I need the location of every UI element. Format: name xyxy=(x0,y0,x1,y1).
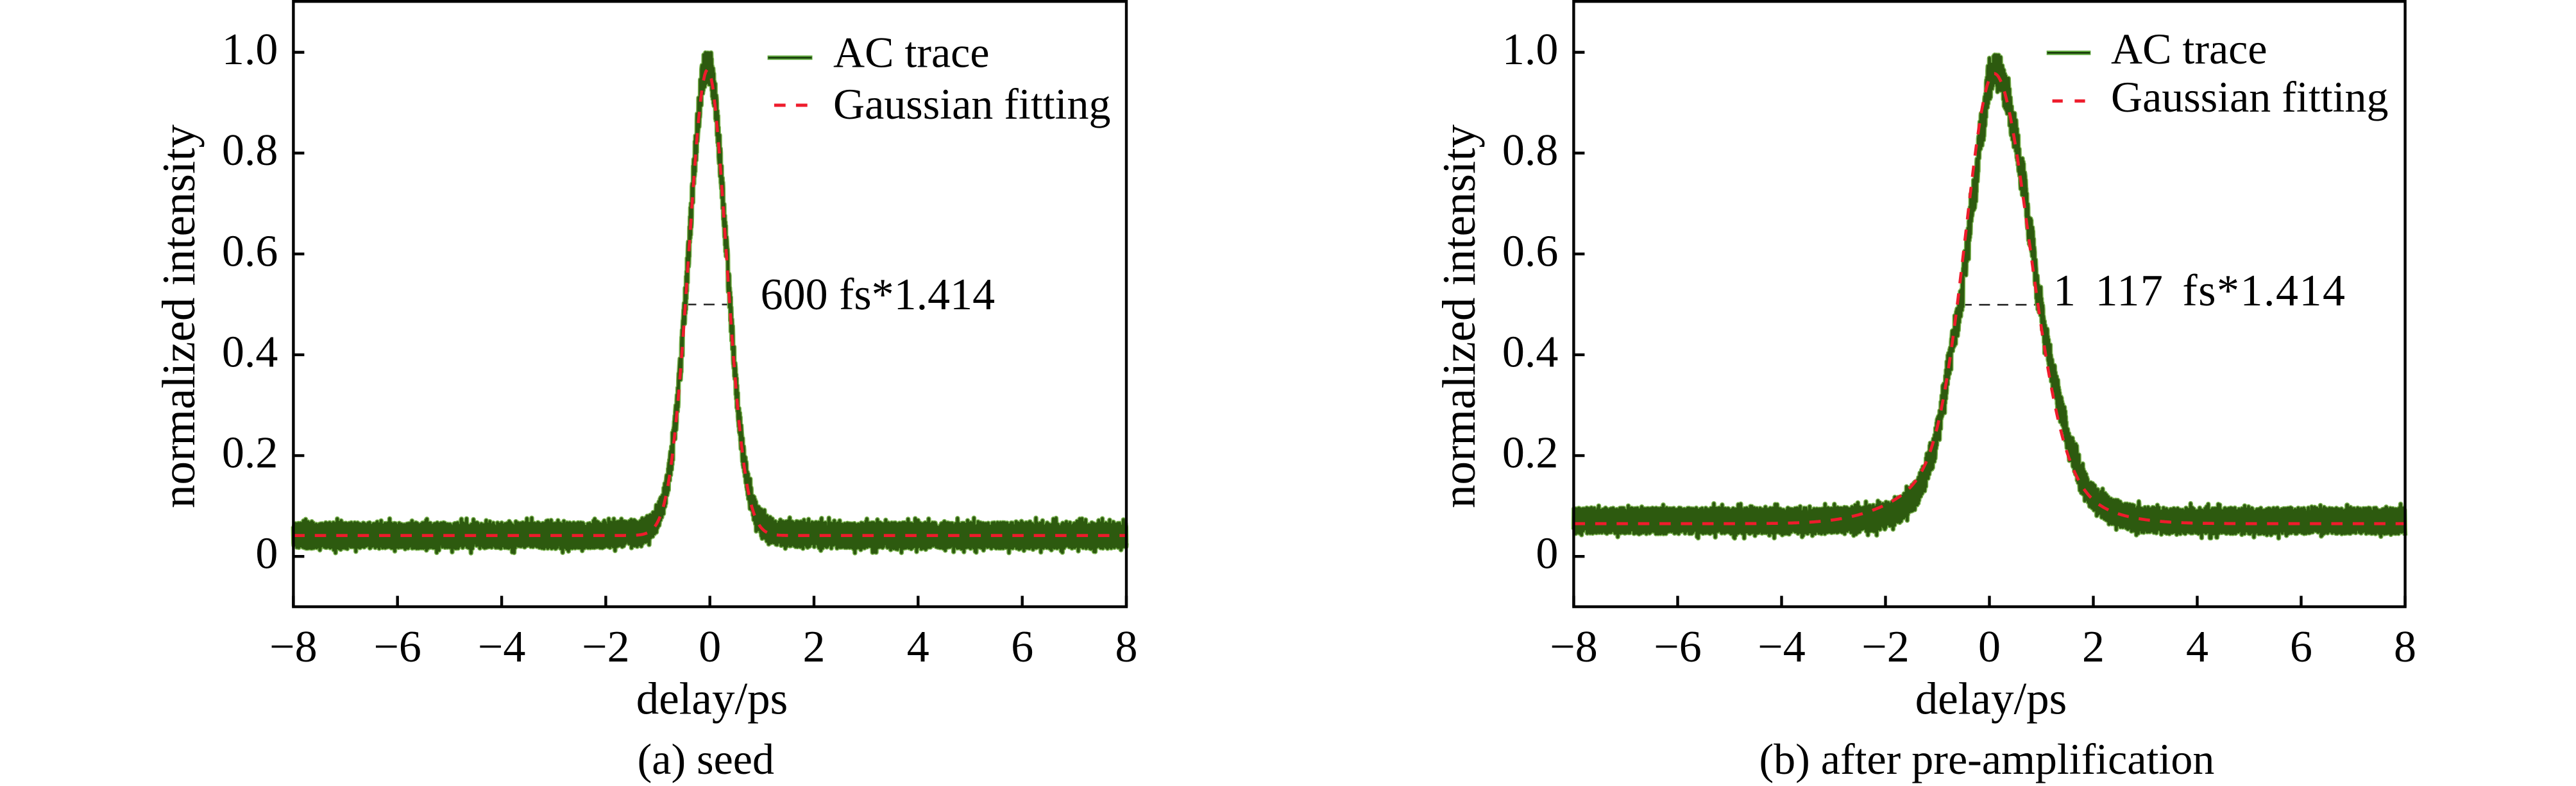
svg-text:0.2: 0.2 xyxy=(1502,429,1559,478)
svg-text:−2: −2 xyxy=(1861,622,1909,672)
svg-text:8: 8 xyxy=(2394,622,2416,672)
svg-text:Gaussian fitting: Gaussian fitting xyxy=(2111,73,2389,121)
svg-text:0.8: 0.8 xyxy=(222,126,278,175)
svg-text:−6: −6 xyxy=(373,622,421,672)
svg-text:−2: −2 xyxy=(582,622,629,672)
svg-text:Gaussian fitting: Gaussian fitting xyxy=(833,80,1111,128)
svg-text:0: 0 xyxy=(699,622,721,672)
svg-text:1.0: 1.0 xyxy=(222,25,278,74)
svg-text:delay/ps: delay/ps xyxy=(1915,674,2067,724)
svg-text:normalized intensity: normalized intensity xyxy=(1433,124,1485,508)
svg-text:1 117 fs*1.414: 1 117 fs*1.414 xyxy=(2053,266,2346,316)
svg-text:−4: −4 xyxy=(478,622,525,672)
svg-text:2: 2 xyxy=(803,622,826,672)
svg-text:AC trace: AC trace xyxy=(833,28,990,77)
svg-text:4: 4 xyxy=(2186,622,2208,672)
svg-text:8: 8 xyxy=(1115,622,1138,672)
svg-text:0.6: 0.6 xyxy=(1502,226,1559,276)
svg-text:−4: −4 xyxy=(1758,622,1805,672)
svg-text:0: 0 xyxy=(1536,529,1558,579)
svg-text:2: 2 xyxy=(2082,622,2105,672)
svg-text:0: 0 xyxy=(1978,622,2001,672)
svg-text:4: 4 xyxy=(907,622,929,672)
svg-text:0: 0 xyxy=(255,529,278,579)
svg-text:0.8: 0.8 xyxy=(1502,126,1559,175)
svg-text:0.6: 0.6 xyxy=(222,226,278,276)
svg-text:−6: −6 xyxy=(1654,622,1701,672)
svg-text:6: 6 xyxy=(1011,622,1033,672)
svg-text:0.2: 0.2 xyxy=(222,429,278,478)
svg-text:6: 6 xyxy=(2290,622,2312,672)
svg-text:(b) after pre-amplification: (b) after pre-amplification xyxy=(1759,735,2214,783)
svg-text:600 fs*1.414: 600 fs*1.414 xyxy=(761,270,996,320)
svg-text:AC trace: AC trace xyxy=(2111,24,2267,73)
svg-text:(a) seed: (a) seed xyxy=(638,735,774,783)
svg-text:−8: −8 xyxy=(1550,622,1597,672)
svg-text:0.4: 0.4 xyxy=(222,327,278,377)
svg-text:delay/ps: delay/ps xyxy=(636,674,788,724)
svg-text:normalized intensity: normalized intensity xyxy=(153,124,205,508)
svg-text:−8: −8 xyxy=(269,622,317,672)
svg-text:0.4: 0.4 xyxy=(1502,327,1559,377)
svg-text:1.0: 1.0 xyxy=(1502,25,1559,74)
